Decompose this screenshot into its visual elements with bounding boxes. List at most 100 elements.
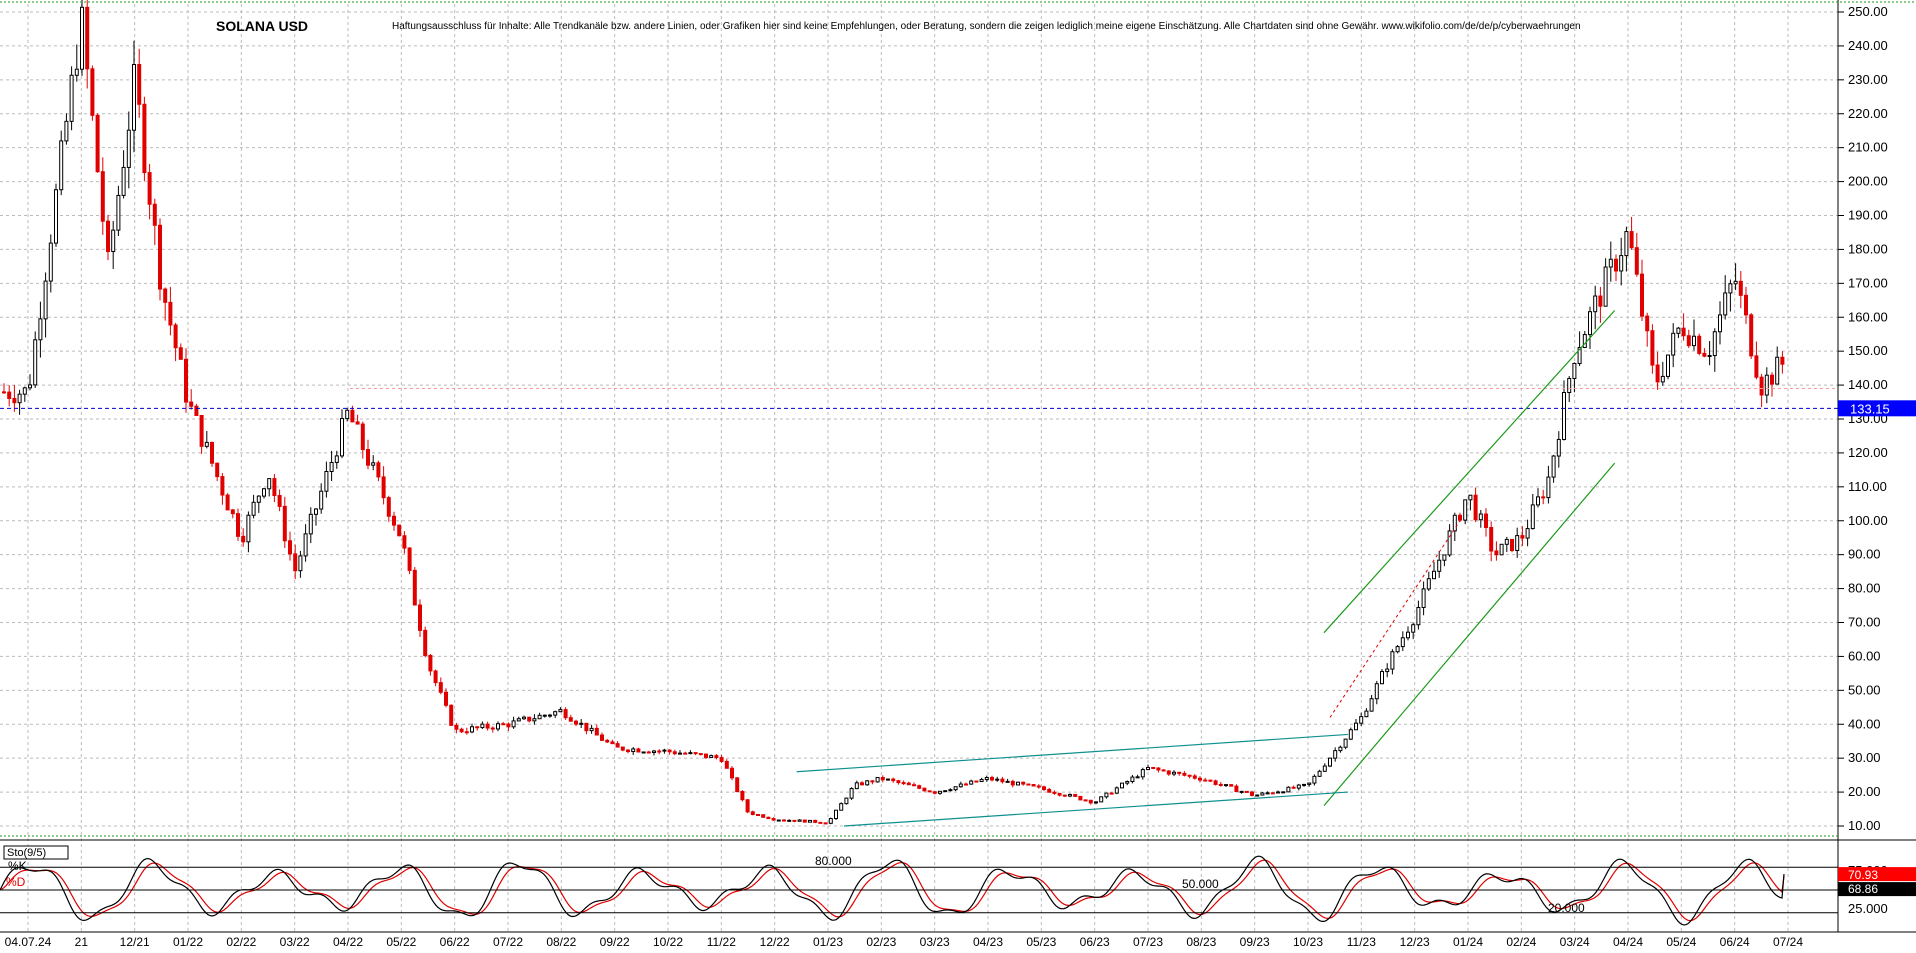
candle-body [698, 753, 703, 756]
candle-body [1468, 494, 1473, 501]
candle-body [984, 777, 989, 781]
candle-body [1047, 788, 1052, 793]
candle-body [1484, 513, 1488, 529]
candle-body [730, 767, 734, 779]
candle-body [1473, 494, 1478, 521]
candle-body [1426, 578, 1431, 590]
candle-body [262, 488, 266, 497]
candle-body [402, 535, 407, 549]
candle-body [168, 301, 173, 326]
candle-body [1016, 781, 1020, 786]
candle-body [256, 495, 261, 503]
x-tick-label: 10/23 [1293, 935, 1323, 948]
candle-body [1406, 631, 1410, 639]
candle-body [834, 809, 838, 820]
candle-body [366, 449, 370, 466]
candle-body [1593, 295, 1598, 313]
candle-body [288, 540, 292, 555]
candle-body [1172, 771, 1176, 775]
candle-body [2, 391, 6, 394]
candle-body [1619, 255, 1624, 272]
y-tick-label: 10.00 [1848, 818, 1881, 833]
candle-body [1099, 796, 1104, 803]
candle-body [371, 462, 376, 466]
candle-body [1135, 776, 1140, 779]
candle-body [1114, 787, 1119, 794]
candle-body [693, 752, 698, 755]
stoch-k-legend: %K [8, 859, 27, 873]
candle-body [1161, 769, 1166, 772]
candle-body [735, 777, 740, 792]
candle-body [438, 682, 443, 693]
candle-body [1203, 779, 1208, 782]
candle-body [1354, 722, 1358, 731]
x-tick-label: 02/22 [226, 935, 256, 948]
candle-body [1421, 588, 1426, 608]
candle-body [516, 718, 521, 722]
x-tick-label: 04/22 [333, 935, 363, 948]
x-tick-label: 11/22 [707, 935, 736, 948]
candle-body [615, 743, 620, 748]
candle-body [163, 288, 168, 303]
x-tick-label: 01/24 [1453, 935, 1483, 948]
candle-body [891, 778, 896, 782]
candle-body [215, 462, 220, 478]
candle-body [1005, 780, 1010, 783]
candle-body [241, 535, 246, 543]
candle-body [922, 787, 927, 792]
candle-body [828, 818, 833, 824]
candle-body [631, 748, 636, 753]
y-tick-label: 30.00 [1848, 750, 1881, 765]
candle-body [480, 723, 485, 729]
x-tick-label: 05/24 [1666, 935, 1696, 948]
candle-body [184, 358, 188, 403]
y-tick-label: 20.00 [1848, 784, 1881, 799]
candle-body [48, 242, 53, 282]
candle-body [1494, 550, 1499, 556]
candle-body [1260, 792, 1265, 796]
candle-body [1530, 504, 1535, 530]
candle-body [646, 751, 651, 754]
candle-body [1655, 364, 1660, 383]
candle-body [1317, 770, 1322, 777]
candle-body [886, 778, 890, 781]
candle-body [1525, 528, 1530, 539]
candle-body [428, 654, 433, 672]
candle-body [220, 476, 225, 496]
candle-body [756, 813, 760, 816]
candle-body [932, 791, 937, 794]
candle-body [121, 166, 126, 196]
candle-body [1567, 378, 1572, 394]
candle-body [423, 629, 428, 656]
candle-body [22, 387, 27, 395]
disclaimer-text: Haftungsausschluss für Inhalte: Alle Tre… [392, 21, 1581, 32]
y-tick-label: 180.00 [1848, 241, 1888, 256]
candle-body [1021, 781, 1026, 785]
candle-body [532, 718, 537, 722]
candle-body [1712, 331, 1717, 357]
candle-body [475, 726, 480, 729]
candle-body [173, 324, 178, 349]
candle-body [490, 727, 495, 730]
candle-body [1348, 729, 1353, 740]
candle-body [724, 760, 729, 769]
candle-body [376, 462, 381, 478]
candle-body [1140, 769, 1145, 778]
candle-body [600, 734, 604, 741]
candle-body [1770, 374, 1774, 385]
candle-body [797, 819, 802, 822]
trend-line [1323, 310, 1616, 634]
candle-body [1198, 777, 1202, 781]
candle-body [1078, 795, 1083, 801]
candle-body [719, 757, 724, 762]
x-tick-label: 02/23 [866, 935, 896, 948]
candle-body [381, 476, 386, 499]
candle-body [1671, 332, 1676, 356]
candle-body [766, 816, 771, 820]
candle-body [787, 819, 792, 822]
stoch-title: Sto(9/5) [7, 847, 46, 859]
candle-body [142, 103, 147, 174]
candle-body [267, 478, 272, 490]
candle-body [1629, 231, 1634, 249]
